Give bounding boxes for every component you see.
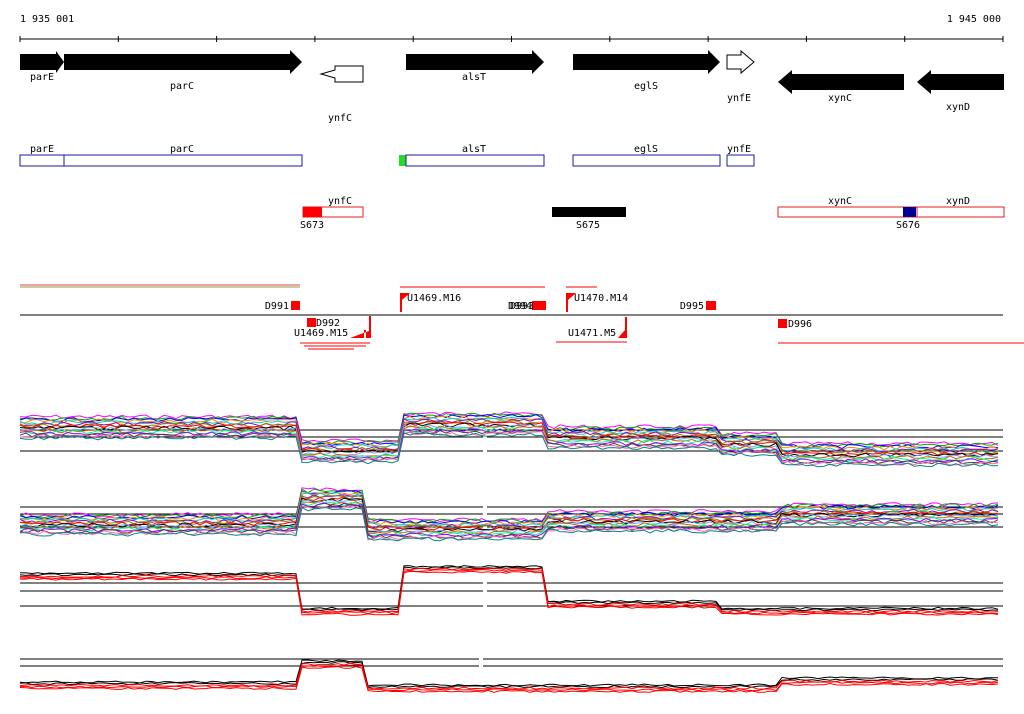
segment-label-S673: S673	[300, 220, 324, 231]
feature-D994-label: D994	[508, 301, 532, 312]
expression-trace	[19, 506, 999, 542]
gene-label-parC: parC	[170, 81, 194, 92]
coord-end: 1 945 000	[947, 14, 1001, 25]
gene-ynfC[interactable]	[319, 65, 364, 83]
segment-S675[interactable]	[552, 207, 626, 217]
gene-xynC[interactable]	[778, 70, 904, 94]
operon-label-parE: parE	[30, 144, 54, 155]
operon-label-parC: parC	[170, 144, 194, 155]
feature-D992-label: D992	[316, 318, 340, 329]
gene-track: parE parC ynfC alsT eglS ynfE xynC xynD	[20, 49, 1004, 124]
gene-label-eglS: eglS	[634, 81, 658, 92]
gene-label-xynC: xynC	[828, 93, 852, 104]
expression-panel-3	[19, 565, 1003, 625]
expression-trace	[19, 423, 999, 459]
feature-U1471-M5-label: U1471.M5	[568, 328, 616, 339]
operon-label-xynD: xynD	[946, 196, 970, 207]
gene-label-ynfC: ynfC	[328, 113, 352, 124]
operon-label-ynfE: ynfE	[727, 144, 751, 155]
expression-trace	[19, 419, 999, 455]
expression-panel-2	[19, 480, 1003, 545]
feature-track: D991 U1469.M16 D994 D993 U1470.M14 D995 …	[20, 284, 1024, 350]
operon-box-xynC-xynD[interactable]	[777, 206, 1005, 218]
feature-U1469-M16-marker[interactable]	[400, 293, 410, 312]
operon-box-eglS[interactable]	[572, 154, 721, 167]
feature-U1470-M14-marker[interactable]	[566, 293, 576, 312]
operon-label-eglS: eglS	[634, 144, 658, 155]
expression-trace	[19, 569, 999, 615]
operon-label-ynfC: ynfC	[328, 196, 352, 207]
gene-alsT[interactable]	[406, 50, 544, 74]
feature-D995-marker[interactable]	[706, 301, 716, 310]
expression-trace	[19, 565, 999, 610]
operon-label-xynC: xynC	[828, 196, 852, 207]
expression-trace	[19, 432, 999, 468]
feature-D992-marker[interactable]	[307, 318, 316, 327]
panel-gap	[483, 480, 487, 545]
expression-trace	[19, 425, 999, 461]
gene-label-alsT: alsT	[462, 72, 486, 83]
panel-gap	[483, 565, 487, 625]
feature-D995-label: D995	[680, 301, 704, 312]
operon-label-alsT: alsT	[462, 144, 486, 155]
segment-S673[interactable]	[303, 207, 322, 217]
gene-label-parE: parE	[30, 72, 54, 83]
expression-trace	[19, 665, 999, 693]
expression-trace	[19, 567, 999, 613]
operon-box-parC[interactable]	[63, 154, 303, 167]
expression-panel-4	[19, 655, 1003, 700]
expression-trace	[19, 411, 999, 447]
expression-trace	[20, 570, 999, 616]
feature-U1471-M5-marker[interactable]	[618, 317, 627, 338]
segment-S676[interactable]	[903, 207, 916, 217]
coord-start: 1 935 001	[20, 14, 74, 25]
feature-D991-marker[interactable]	[291, 301, 300, 310]
expression-trace	[19, 497, 999, 533]
gene-eglS[interactable]	[573, 50, 720, 74]
gene-label-xynD: xynD	[946, 102, 970, 113]
feature-D993-label: D993	[510, 301, 534, 312]
feature-U1470-M14-label: U1470.M14	[574, 293, 628, 304]
gene-label-ynfE: ynfE	[727, 93, 751, 104]
feature-U1469-M16-label: U1469.M16	[407, 293, 461, 304]
gene-parC[interactable]	[64, 50, 302, 74]
expression-trace	[19, 422, 999, 458]
expression-trace	[19, 659, 998, 687]
feature-D994-marker[interactable]	[532, 301, 546, 310]
feature-D991-label: D991	[265, 301, 289, 312]
expression-trace	[19, 491, 999, 527]
expression-trace	[19, 414, 999, 450]
gene-ynfE[interactable]	[726, 49, 755, 75]
segment-label-S676: S676	[896, 220, 920, 231]
feature-D996-label: D996	[788, 319, 812, 330]
operon-box-alsT[interactable]	[405, 154, 545, 167]
expression-trace	[19, 664, 999, 692]
expression-panel-1	[19, 400, 1003, 468]
feature-D996-marker[interactable]	[778, 319, 787, 328]
segment-track: S673 S675 S676	[300, 207, 920, 231]
expression-trace	[19, 430, 999, 465]
coordinate-ruler: 1 935 001 1 945 000	[19, 14, 1004, 42]
expression-trace	[19, 490, 999, 525]
promoter-marker-alsT	[399, 155, 406, 166]
expression-trace	[19, 430, 999, 466]
panel-gap	[479, 655, 483, 700]
expression-trace	[19, 494, 999, 530]
feature-minus-cluster-marker[interactable]	[350, 316, 371, 338]
segment-label-S675: S675	[576, 220, 600, 231]
expression-trace	[19, 503, 999, 540]
operon-box-parE[interactable]	[19, 154, 65, 167]
operon-track: parE parC alsT eglS ynfE ynfC xynC xynD	[19, 144, 1005, 218]
gene-xynD[interactable]	[917, 70, 1004, 94]
operon-box-ynfE[interactable]	[726, 154, 755, 167]
gene-parE[interactable]	[20, 51, 64, 73]
expression-trace	[19, 661, 999, 689]
feature-overlap-minus-label: U1469.M15	[294, 328, 348, 339]
expression-trace	[19, 505, 999, 541]
expression-trace	[19, 566, 999, 612]
